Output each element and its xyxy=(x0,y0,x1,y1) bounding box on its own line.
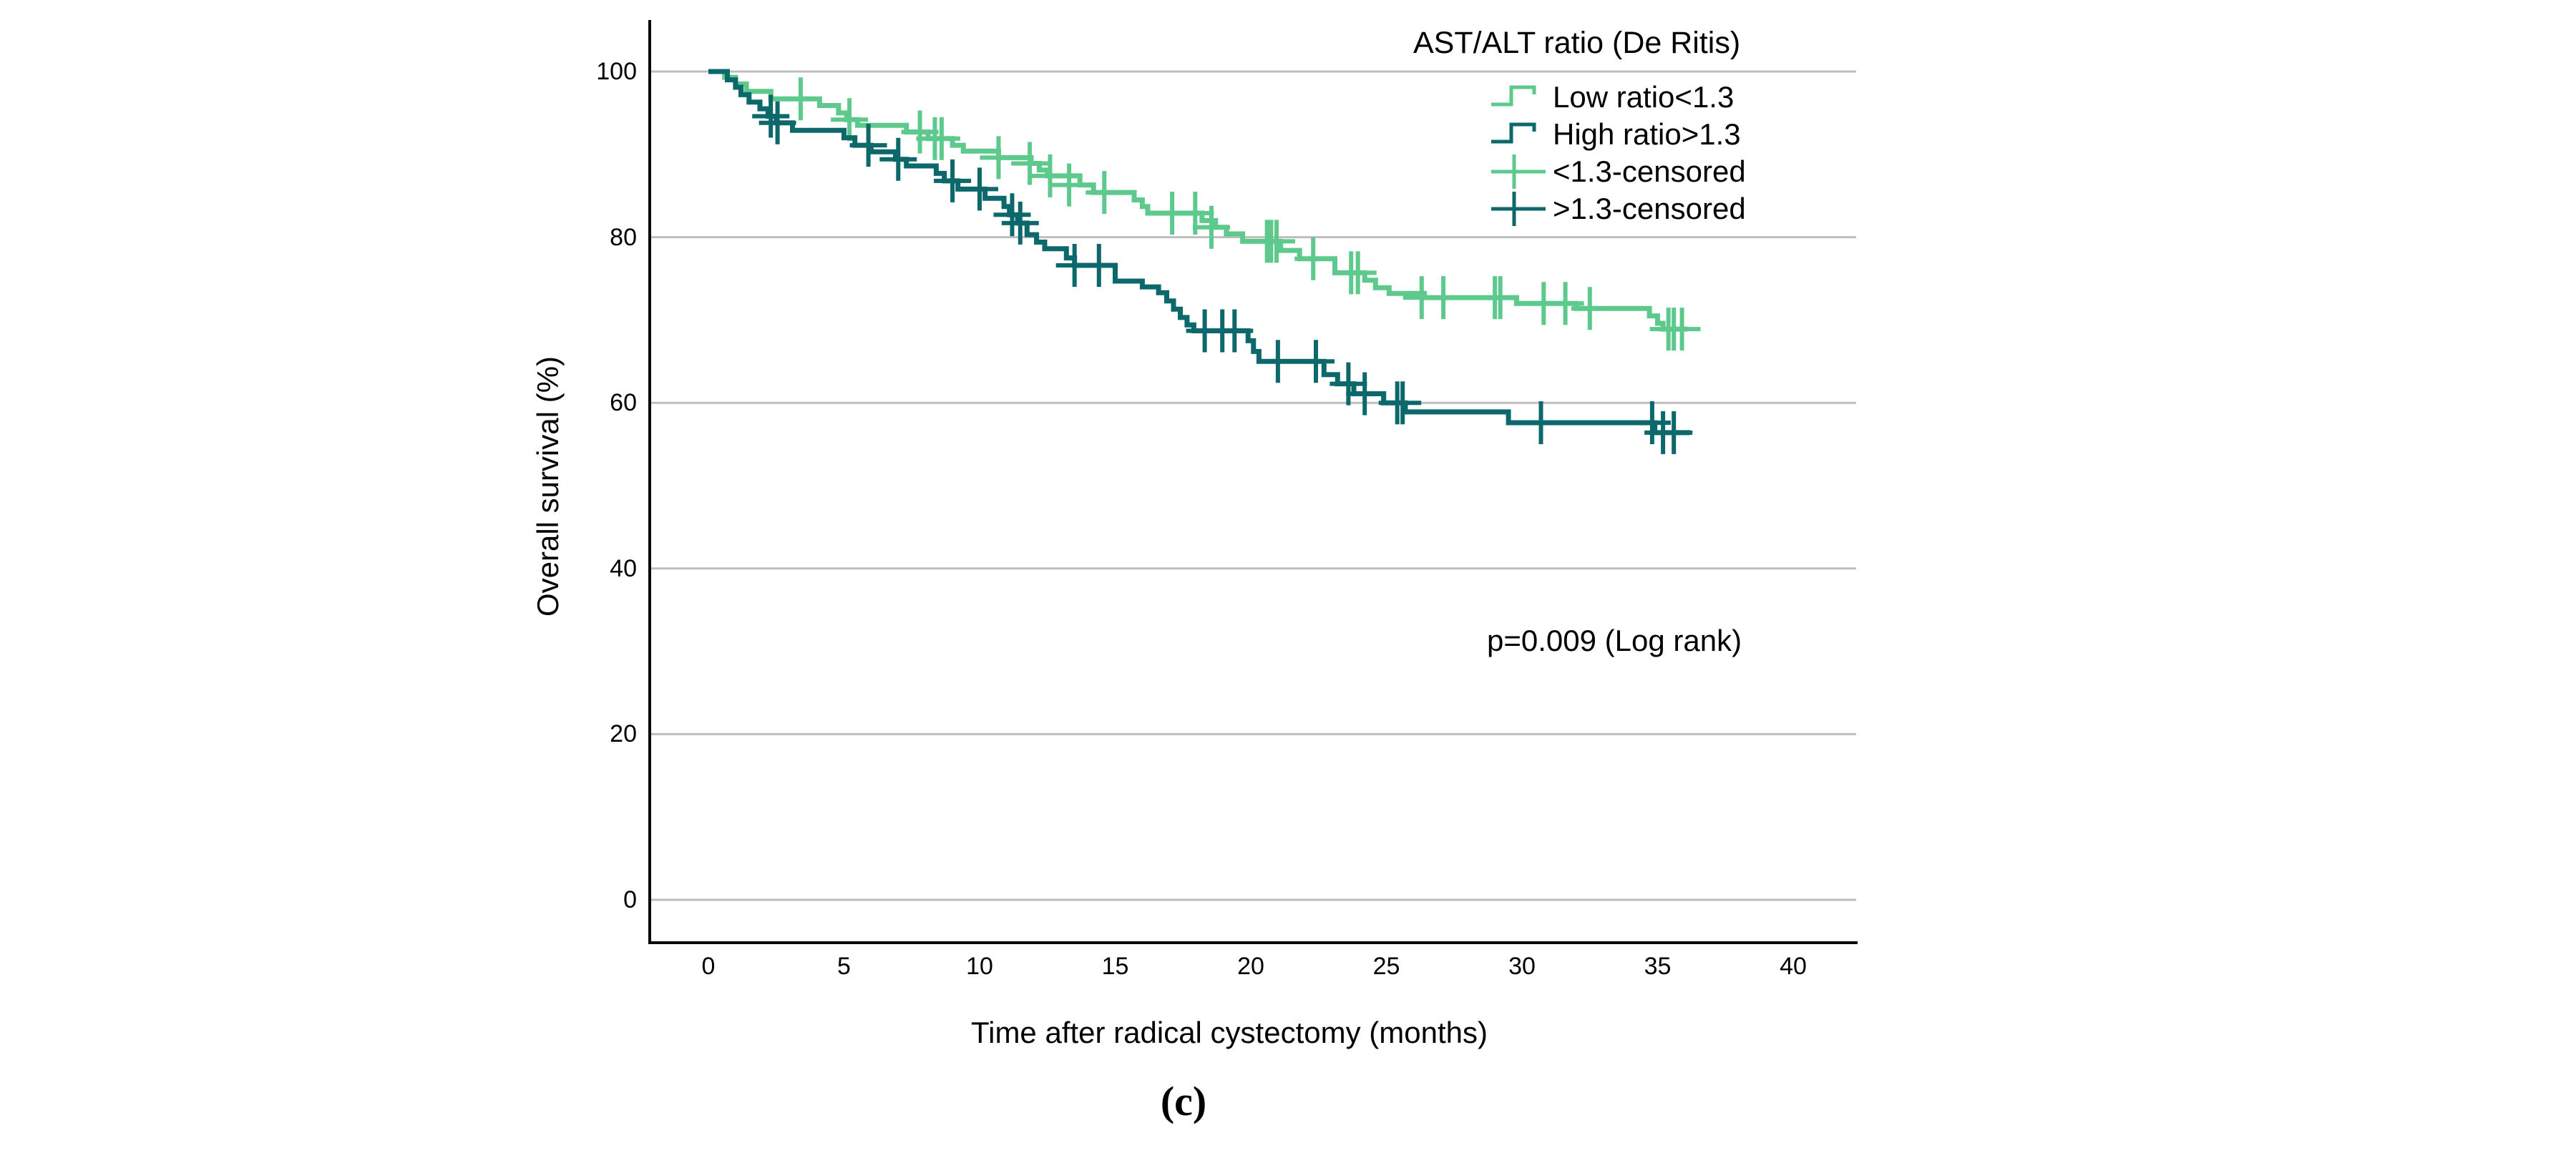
y-tick-label: 40 xyxy=(610,554,637,582)
x-axis-title: Time after radical cystectomy (months) xyxy=(971,1016,1488,1049)
step-line-swatch-low-icon xyxy=(1491,85,1536,107)
x-tick-label: 40 xyxy=(1780,953,1807,980)
censor-marks-high-ratio xyxy=(752,94,1693,454)
x-tick-label: 35 xyxy=(1644,953,1672,980)
x-tick-label: 10 xyxy=(966,953,993,980)
y-tick-label: 100 xyxy=(596,58,637,85)
x-tick-label: 30 xyxy=(1508,953,1536,980)
survival-curve-low-ratio xyxy=(708,69,1688,332)
y-tick-label: 0 xyxy=(623,886,637,913)
step-line-glyph xyxy=(1491,122,1536,144)
legend-item-high-ratio: High ratio>1.3 xyxy=(1490,117,1741,152)
p-value-annotation: p=0.009 (Log rank) xyxy=(1487,624,1742,657)
plus-glyph xyxy=(1491,192,1546,226)
x-tick-label: 20 xyxy=(1237,953,1264,980)
x-tick-label: 15 xyxy=(1101,953,1129,980)
panel-label: (c) xyxy=(1160,1078,1207,1124)
censored-plus-swatch-high-icon xyxy=(1491,192,1546,226)
legend-item-label: >1.3-censored xyxy=(1553,192,1746,225)
legend-item-label: <1.3-censored xyxy=(1553,154,1746,188)
x-tick-label: 25 xyxy=(1372,953,1400,980)
legend-title: AST/ALT ratio (De Ritis) xyxy=(1413,26,1741,60)
x-tick-label: 0 xyxy=(701,953,716,980)
legend-item-label: Low ratio<1.3 xyxy=(1553,80,1735,114)
legend-item-low-ratio: Low ratio<1.3 xyxy=(1490,80,1734,114)
y-tick-label: 60 xyxy=(610,389,637,417)
legend-item-high-censored: >1.3-censored xyxy=(1490,192,1746,226)
x-tick-label: 5 xyxy=(837,953,851,980)
step-line-swatch-high-icon xyxy=(1491,122,1536,144)
legend-item-label: High ratio>1.3 xyxy=(1553,117,1741,151)
y-tick-label: 80 xyxy=(610,223,637,251)
step-line-glyph xyxy=(1491,85,1536,107)
y-tick-label: 20 xyxy=(610,720,637,748)
censor-marks-low-ratio xyxy=(781,77,1701,351)
plus-glyph xyxy=(1491,154,1546,189)
censored-plus-swatch-low-icon xyxy=(1491,154,1546,189)
legend-item-low-censored: <1.3-censored xyxy=(1490,154,1746,189)
